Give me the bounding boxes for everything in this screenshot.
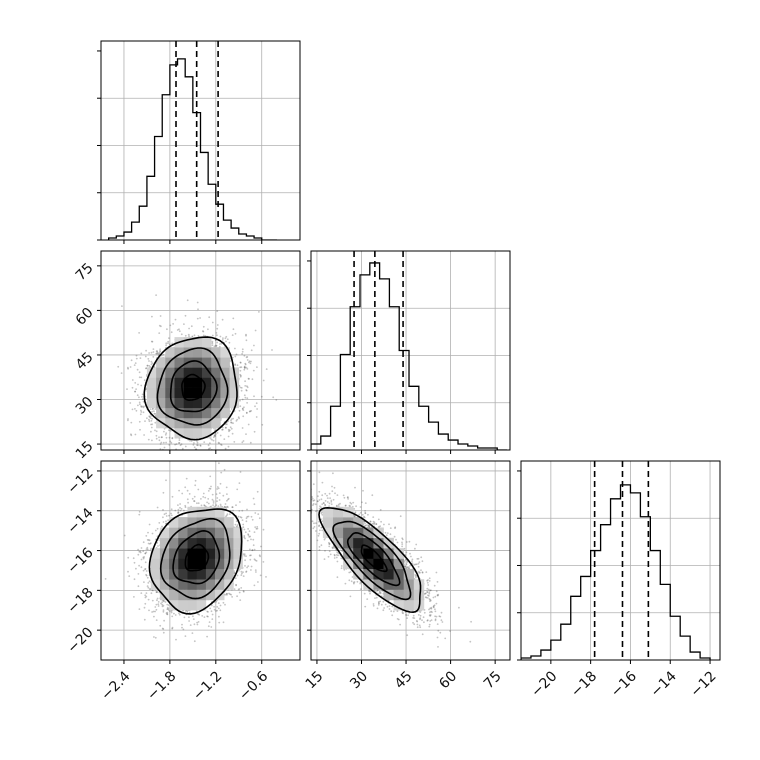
hist-y-ticks [97, 50, 101, 241]
panel-frame [310, 460, 511, 661]
contours [318, 506, 422, 614]
contour-level-0 [360, 544, 388, 573]
x-ticks [316, 450, 496, 454]
contour-level-2 [159, 517, 231, 600]
x-tick-label: 75 [481, 668, 505, 692]
panel-frame [520, 460, 721, 661]
y-ticks [97, 265, 101, 445]
x-ticks [316, 660, 496, 664]
contour-level-3 [143, 336, 238, 441]
panel-frame [100, 40, 301, 241]
x-tick-label: −16 [608, 668, 640, 700]
x-tick-label: −20 [528, 668, 560, 700]
contour-level-1 [172, 529, 221, 585]
x-tick-label: −12 [687, 668, 719, 700]
hist-y-ticks [517, 470, 521, 661]
x-tick-label: −1.2 [190, 668, 225, 703]
histogram-step-0 [108, 58, 278, 240]
y-tick-label: −18 [64, 585, 96, 617]
x-tick-label: 30 [347, 668, 371, 692]
y-tick-label: −14 [64, 505, 96, 537]
panel-frame [100, 250, 301, 451]
hist-y-ticks [307, 260, 311, 451]
contours [148, 508, 243, 615]
contour-level-1 [346, 531, 401, 587]
histogram-step-2 [521, 484, 711, 660]
histogram-step-1 [311, 262, 508, 450]
contour-level-3 [318, 506, 422, 614]
x-tick-label: 60 [436, 668, 460, 692]
y-tick-label: 75 [73, 260, 97, 284]
y-tick-label: 15 [73, 438, 97, 462]
x-ticks [550, 660, 711, 664]
density-panel-1 [104, 462, 267, 643]
x-tick-label: 45 [392, 668, 416, 692]
contour-level-3 [148, 508, 243, 615]
y-tick-label: −12 [64, 465, 96, 497]
panel-frame [100, 460, 301, 661]
y-ticks [307, 470, 311, 631]
x-tick-label: −2.4 [98, 668, 133, 703]
x-ticks [123, 450, 263, 454]
x-tick-label: 15 [303, 668, 327, 692]
y-tick-label: −16 [64, 545, 96, 577]
x-tick-label: −1.8 [144, 668, 179, 703]
contour-level-0 [184, 543, 210, 572]
contour-level-0 [181, 373, 206, 402]
gridlines [311, 251, 510, 450]
y-ticks [97, 470, 101, 631]
x-tick-label: −18 [568, 668, 600, 700]
density-panel-2 [311, 471, 472, 648]
contour-level-1 [169, 360, 218, 413]
contour-level-2 [332, 520, 412, 601]
x-ticks [123, 660, 263, 664]
density-panel-0 [117, 294, 300, 450]
y-tick-label: −20 [64, 624, 96, 656]
x-tick-label: −14 [648, 668, 680, 700]
panel-frame [310, 250, 511, 451]
contours [143, 336, 238, 441]
gridlines [311, 461, 510, 660]
y-tick-label: 60 [73, 305, 97, 329]
y-tick-label: 30 [73, 394, 97, 418]
contour-level-2 [156, 347, 229, 426]
x-ticks [123, 240, 263, 244]
y-tick-label: 45 [73, 349, 97, 373]
x-tick-label: −0.6 [236, 668, 271, 703]
